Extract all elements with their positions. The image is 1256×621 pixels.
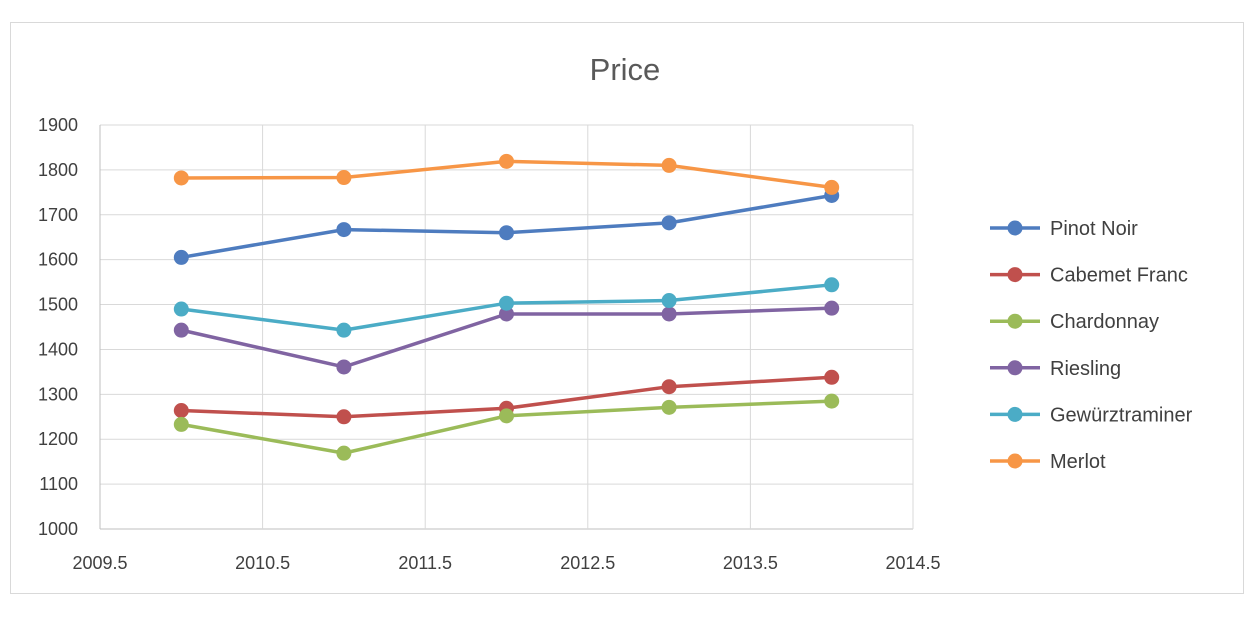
y-tick-label: 1800 — [38, 160, 78, 180]
data-point — [661, 399, 677, 415]
data-point — [336, 359, 352, 375]
axes: 1000 1100 1200 1300 1400 1500 1600 1700 1800 1900… — [38, 115, 941, 573]
data-point — [173, 301, 189, 317]
chart-title: Price — [590, 52, 661, 87]
data-point — [499, 225, 514, 241]
y-tick-label: 1400 — [38, 339, 78, 359]
legend-swatch-marker — [1007, 453, 1023, 469]
legend-label: Cabemet Franc — [1050, 265, 1188, 287]
data-point — [173, 170, 189, 186]
y-tick-label: 1200 — [38, 429, 78, 449]
y-tick-label: 1000 — [38, 519, 78, 539]
data-point — [499, 295, 514, 311]
legend-item: Gewürztraminer — [990, 404, 1193, 426]
data-point — [661, 293, 677, 309]
x-tick-label: 2014.5 — [885, 553, 940, 573]
series-riesling — [173, 300, 840, 375]
data-point — [824, 179, 840, 195]
legend-swatch-marker — [1007, 313, 1023, 329]
data-point — [661, 215, 677, 231]
y-tick-label: 1600 — [38, 250, 78, 270]
data-point — [499, 306, 514, 322]
legend-swatch-marker — [1007, 406, 1023, 422]
data-point — [499, 153, 514, 169]
legend-swatch-marker — [1007, 267, 1023, 283]
legend-item: Merlot — [990, 451, 1106, 473]
data-point — [173, 416, 189, 432]
x-tick-label: 2010.5 — [235, 553, 290, 573]
series-chardonnay — [173, 393, 840, 461]
series-gew-rztraminer — [173, 277, 840, 338]
data-point — [499, 408, 514, 424]
legend-item: Chardonnay — [990, 311, 1159, 333]
x-tick-label: 2009.5 — [72, 553, 127, 573]
data-point — [661, 306, 677, 322]
legend-label: Chardonnay — [1050, 311, 1159, 333]
y-tick-label: 1900 — [38, 115, 78, 135]
legend-label: Gewürztraminer — [1050, 404, 1193, 426]
data-point — [336, 409, 352, 425]
data-point — [173, 402, 189, 418]
legend-item: Pinot Noir — [990, 218, 1138, 240]
x-tick-label: 2012.5 — [560, 553, 615, 573]
series-pinot-noir — [173, 187, 840, 265]
legend-item: Cabemet Franc — [990, 265, 1188, 287]
data-point — [336, 222, 352, 238]
gridlines — [99, 124, 914, 530]
series-merlot — [173, 153, 840, 195]
data-point — [824, 393, 840, 409]
data-point — [824, 369, 840, 385]
data-point — [661, 157, 677, 173]
legend: Pinot Noir Cabemet Franc Chardonnay Rieslin… — [990, 218, 1193, 473]
y-tick-label: 1100 — [39, 474, 78, 494]
data-point — [336, 170, 352, 186]
data-point — [173, 249, 189, 265]
legend-label: Riesling — [1050, 358, 1121, 380]
x-tick-label: 2013.5 — [723, 553, 778, 573]
x-tick-label: 2011.5 — [398, 553, 452, 573]
legend-swatch-marker — [1007, 220, 1023, 236]
legend-swatch-marker — [1007, 360, 1023, 376]
data-point — [173, 322, 189, 338]
plot-series — [173, 153, 840, 461]
data-point — [336, 445, 352, 461]
data-point — [824, 300, 840, 316]
legend-item: Riesling — [990, 358, 1121, 380]
data-point — [661, 379, 677, 395]
y-tick-label: 1500 — [38, 295, 78, 315]
chart-area — [10, 22, 1244, 594]
legend-label: Merlot — [1050, 451, 1106, 473]
data-point — [824, 277, 840, 293]
y-tick-label: 1700 — [38, 205, 78, 225]
legend-label: Pinot Noir — [1050, 218, 1138, 240]
data-point — [336, 322, 352, 338]
y-tick-label: 1300 — [38, 384, 78, 404]
